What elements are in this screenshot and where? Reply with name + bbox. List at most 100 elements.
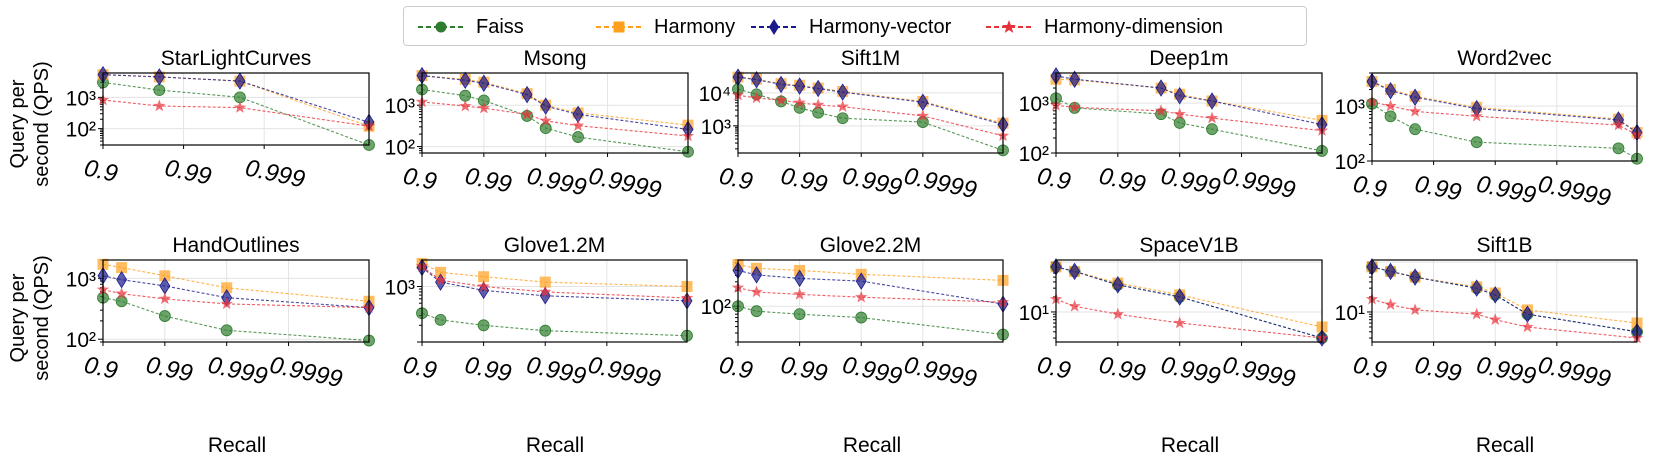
y-axis-label-line2: second (QPS) xyxy=(31,255,53,381)
data-point xyxy=(855,272,867,290)
data-point xyxy=(115,287,128,299)
x-tick-label: 0.99 xyxy=(463,162,514,198)
x-tick-label: 0.9 xyxy=(1351,351,1389,384)
y-tick-label: 10³ xyxy=(1019,93,1049,116)
data-point xyxy=(1069,70,1081,88)
data-point xyxy=(478,271,490,283)
data-point xyxy=(434,314,447,326)
plot-frame xyxy=(102,72,370,146)
data-point xyxy=(477,319,490,332)
data-point xyxy=(521,85,533,104)
data-point xyxy=(539,324,552,337)
data-point xyxy=(434,273,447,286)
legend-item-harmony: Harmony xyxy=(594,7,735,47)
subplot: StarLightCurves 10² 10³ 0.9 0.99 0.999 xyxy=(66,47,376,193)
series-line xyxy=(421,263,688,288)
data-point xyxy=(855,311,868,324)
series-line xyxy=(102,275,370,309)
legend-item-harmony-vector: Harmony-vector xyxy=(749,7,951,47)
subplot-title: Sift1M xyxy=(841,47,901,70)
data-point xyxy=(1409,123,1421,136)
data-point xyxy=(539,114,552,127)
x-tick-label: 0.999 xyxy=(840,162,904,201)
x-tick-label: 0.99 xyxy=(162,154,213,190)
series-line xyxy=(1055,97,1323,152)
x-tick-label: 0.9 xyxy=(82,154,120,187)
x-tick-label: 0.9999 xyxy=(902,351,979,393)
data-point xyxy=(1408,104,1422,117)
data-point xyxy=(1154,104,1168,117)
data-point xyxy=(837,83,849,101)
legend-label: Harmony-vector xyxy=(809,15,952,38)
series-line xyxy=(1055,298,1323,339)
data-point xyxy=(1470,136,1483,149)
series-line xyxy=(737,269,1004,305)
y-axis-label-line1: Query per xyxy=(7,79,29,168)
x-tick-label: 0.999 xyxy=(1158,351,1222,390)
x-axis-label: Recall xyxy=(843,434,901,457)
series-line xyxy=(1055,75,1323,126)
data-point xyxy=(539,276,551,288)
y-axis-labels: Query per second (QPS) Query per second … xyxy=(7,61,53,381)
x-tick-label: 0.99 xyxy=(1412,351,1463,387)
data-point xyxy=(540,97,552,115)
series-line xyxy=(737,94,1004,137)
subplot-title: StarLightCurves xyxy=(161,47,312,70)
x-tick-label: 0.99 xyxy=(144,351,195,387)
data-point xyxy=(1206,92,1218,110)
x-axis-label: Recall xyxy=(1476,434,1534,457)
series-line xyxy=(421,312,688,337)
data-point xyxy=(1612,118,1625,131)
x-tick-label: 0.9999 xyxy=(267,351,344,393)
data-point xyxy=(221,282,233,294)
x-axis-labels: Recall Recall Recall Recall Recall xyxy=(208,434,1534,457)
y-tick-label: 10³ xyxy=(1335,96,1365,119)
x-tick-label: 0.999 xyxy=(1474,170,1538,209)
x-tick-label: 0.999 xyxy=(524,162,588,201)
data-point xyxy=(751,266,763,284)
data-point xyxy=(812,106,825,119)
data-point xyxy=(234,72,246,90)
x-tick-label: 0.999 xyxy=(1158,162,1222,201)
plot-frame xyxy=(421,259,688,343)
data-point xyxy=(793,96,806,109)
series-line xyxy=(1055,266,1323,328)
data-point xyxy=(459,99,472,112)
x-tick-label: 0.99 xyxy=(1097,351,1148,387)
series-line xyxy=(102,99,370,127)
data-point xyxy=(539,285,552,298)
data-point xyxy=(1173,316,1186,329)
data-point xyxy=(477,279,490,292)
legend: Faiss Harmony Harmony-vector Harmony-dim… xyxy=(403,6,1307,46)
series-line xyxy=(1055,266,1323,339)
data-point xyxy=(571,119,585,131)
data-point xyxy=(794,269,806,288)
data-point xyxy=(478,74,490,92)
series-line xyxy=(737,305,1004,336)
data-point xyxy=(1174,288,1186,306)
plot-frame xyxy=(102,259,370,343)
x-tick-label: 0.999 xyxy=(243,154,307,193)
legend-marker-square-icon xyxy=(596,21,642,33)
data-point xyxy=(775,75,787,94)
data-point xyxy=(1384,99,1397,112)
y-tick-label: 10² xyxy=(66,119,96,142)
y-tick-label: 10⁴ xyxy=(699,83,731,106)
data-point xyxy=(1155,79,1167,97)
data-point xyxy=(751,70,763,89)
subplot-title: HandOutlines xyxy=(172,234,299,257)
data-point xyxy=(1068,100,1081,113)
x-tick-label: 0.99 xyxy=(1412,170,1463,206)
data-point xyxy=(115,295,128,308)
x-axis-label: Recall xyxy=(526,434,584,457)
series-line xyxy=(737,264,1004,281)
subplot-title: Glove2.2M xyxy=(820,234,922,257)
plot-frame xyxy=(1371,72,1638,162)
legend-marker-circle-icon xyxy=(418,21,464,33)
data-point xyxy=(153,68,165,86)
